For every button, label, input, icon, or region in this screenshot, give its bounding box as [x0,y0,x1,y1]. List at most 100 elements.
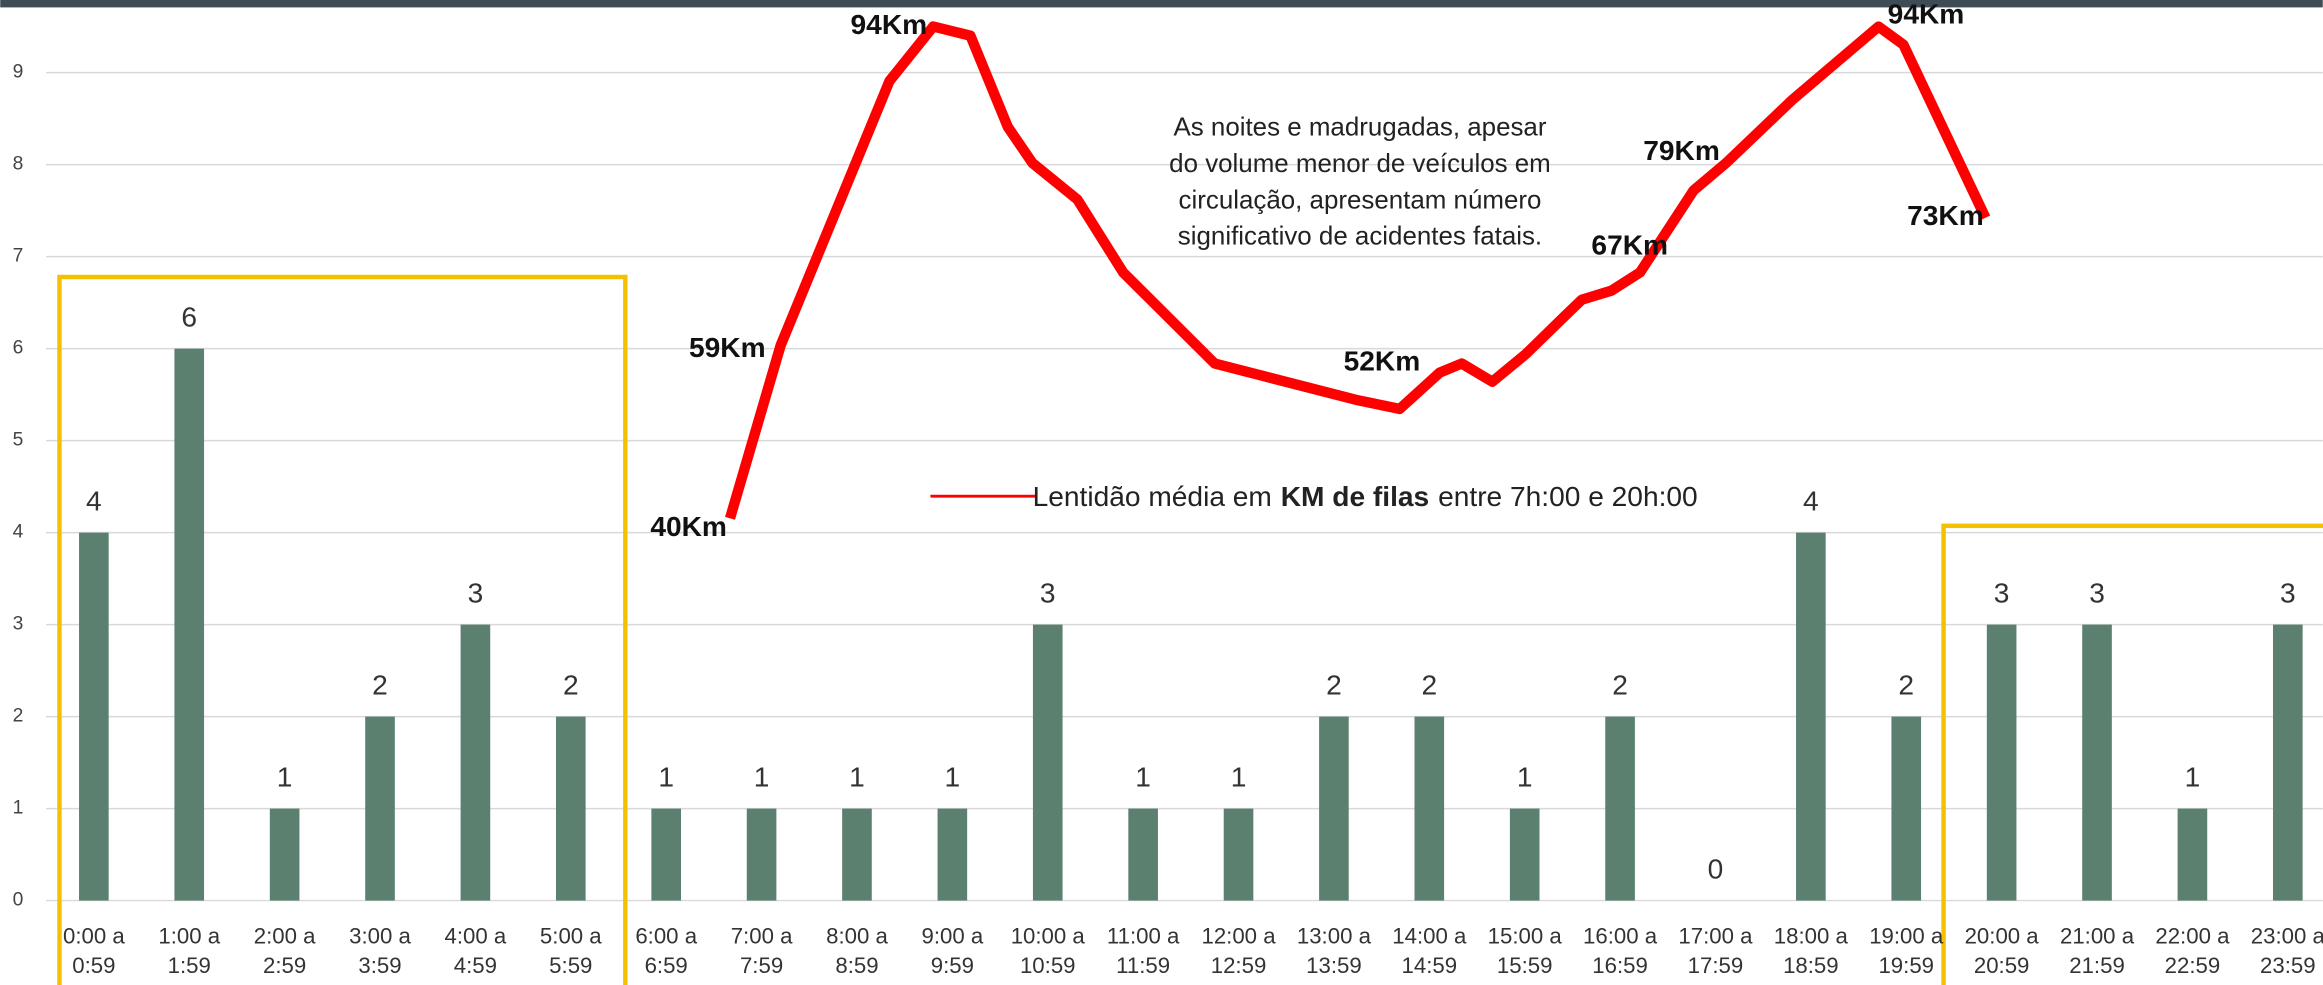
data-label: 1 [1231,761,1247,792]
y-tick-label: 7 [13,246,24,267]
bar [2177,808,2208,901]
data-label: 1 [754,761,770,792]
x-tick-label: 0:00 a [63,923,125,948]
x-tick-label: 0:59 [72,953,115,978]
data-label: 4 [86,485,102,516]
x-tick-label: 9:59 [931,953,974,978]
data-label: 1 [945,761,961,792]
highlight-box [57,274,628,985]
y-tick-label: 5 [13,430,24,451]
bar [460,624,491,901]
legend-label: Lentidão média em KM de filas entre 7h:00 … [1033,482,1698,513]
bar [1223,808,1254,901]
x-tick-label: 8:59 [835,953,878,978]
bar [1796,532,1826,901]
line-data-label: 94Km [1888,0,1965,30]
data-label: 1 [849,761,865,792]
y-tick-label: 6 [13,338,24,359]
x-tick-label: 23:59 [2260,953,2316,978]
x-tick-label: 19:00 a [1869,923,1944,948]
x-tick-label: 5:00 a [540,923,602,948]
line-data-label: 40Km [650,511,727,542]
annotation: circulação, apresentam número [1179,186,1542,214]
data-label: 3 [1994,577,2010,608]
x-tick-label: 3:00 a [349,923,411,948]
x-tick-label: 15:00 a [1488,923,1563,948]
data-label: 2 [1612,669,1628,700]
x-tick-label: 12:00 a [1201,923,1276,948]
data-label: 4 [1803,485,1819,516]
line-data-label: 67Km [1591,230,1668,261]
annotation: do volume menor de veículos em [1169,150,1551,178]
data-label: 2 [1326,669,1342,700]
x-tick-label: 23:00 a [2251,923,2323,948]
bar [2272,624,2303,901]
bar [1605,716,1635,901]
x-tick-label: 15:59 [1497,953,1553,978]
x-tick-label: 19:59 [1878,953,1934,978]
annotation: significativo de acidentes fatais. [1178,223,1542,251]
x-tick-label: 22:00 a [2155,923,2230,948]
bar [555,716,586,901]
data-label: 1 [277,761,293,792]
bar [1128,808,1158,901]
data-label: 3 [468,577,484,608]
data-label: 1 [2185,761,2201,792]
data-label: 3 [1040,577,1056,608]
x-tick-label: 20:59 [1974,953,2030,978]
x-tick-label: 2:59 [263,953,306,978]
data-label: 2 [1421,669,1437,700]
data-label: 2 [372,669,388,700]
y-tick-label: 8 [13,154,24,175]
y-tick-label: 3 [13,614,24,635]
x-tick-label: 8:00 a [826,923,888,948]
bar [651,808,681,901]
x-tick-label: 18:00 a [1774,923,1849,948]
header-strip [0,0,2323,8]
bar [937,808,968,901]
x-tick-label: 6:00 a [635,923,697,948]
bar [365,716,395,901]
data-label: 6 [181,301,197,332]
bar [842,808,872,901]
x-tick-label: 3:59 [358,953,401,978]
x-tick-label: 22:59 [2165,953,2221,978]
x-tick-label: 1:59 [168,953,211,978]
data-label: 2 [563,669,579,700]
data-label: 3 [2280,577,2296,608]
x-tick-label: 21:00 a [2060,923,2135,948]
line-data-label: 79Km [1643,135,1720,166]
bar [2082,624,2112,901]
x-tick-label: 11:59 [1116,953,1170,978]
x-tick-label: 4:00 a [445,923,507,948]
x-tick-label: 10:59 [1020,953,1076,978]
bar [269,808,300,901]
x-tick-label: 16:00 a [1583,923,1658,948]
y-tick-label: 2 [13,706,24,727]
y-tick-label: 4 [13,522,24,543]
bar [174,348,205,901]
bar [746,808,777,901]
line-data-label: 94Km [851,9,928,40]
bar [1319,716,1349,901]
x-tick-label: 9:00 a [921,923,983,948]
y-tick-label: 0 [13,890,24,911]
x-tick-label: 2:00 a [254,923,316,948]
bar [1414,716,1445,901]
bar [1986,624,2017,901]
x-tick-label: 18:59 [1783,953,1839,978]
x-tick-label: 7:00 a [731,923,793,948]
data-label: 0 [1708,853,1724,884]
x-tick-label: 20:00 a [1965,923,2040,948]
legend-part: entre 7h:00 e 20h:00 [1438,482,1698,513]
bar [1891,716,1922,901]
data-label: 3 [2089,577,2105,608]
annotation: As noites e madrugadas, apesar [1173,114,1546,142]
data-label: 1 [1517,761,1533,792]
bar [1509,808,1540,901]
x-tick-label: 5:59 [549,953,592,978]
x-tick-label: 14:00 a [1392,923,1467,948]
line-data-label: 52Km [1344,345,1421,376]
y-tick-label: 1 [13,798,24,819]
x-tick-label: 17:59 [1688,953,1744,978]
